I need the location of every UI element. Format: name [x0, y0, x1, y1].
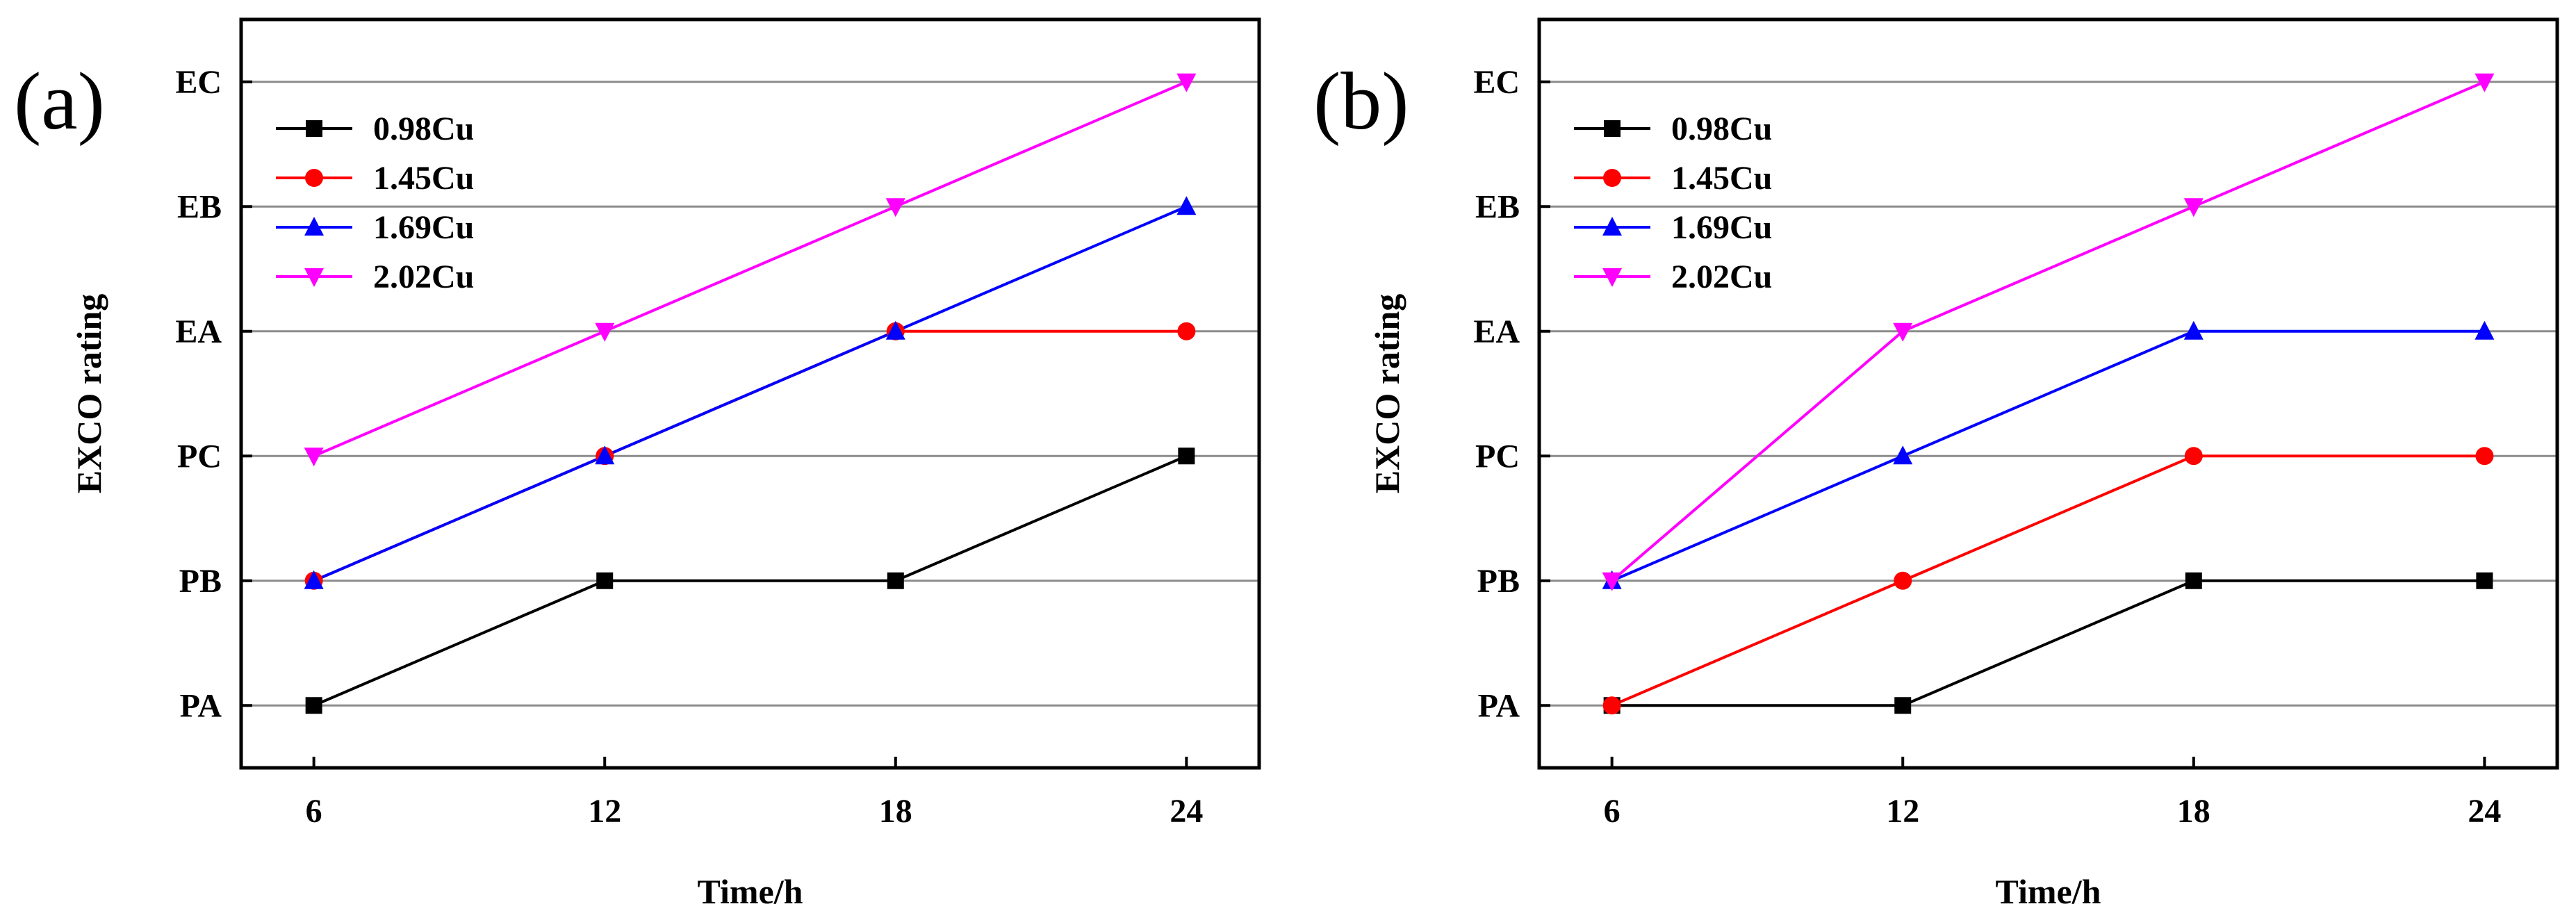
y-tick-label: EC: [175, 64, 222, 101]
panel-a: PA PB PC EA EB EC 6 12 18 24 Time/h EXCO rating (a) 0…: [14, 17, 1261, 911]
data-point-1.45Cu: [2475, 447, 2494, 466]
data-point-1.45Cu: [1894, 571, 1912, 590]
data-point-2.02Cu: [1602, 572, 1622, 591]
data-point-2.02Cu: [2183, 198, 2204, 217]
y-axis-title: EXCO rating: [69, 294, 108, 494]
legend-marker: [1602, 268, 1622, 287]
x-tick-label: 18: [2177, 793, 2210, 830]
data-point-2.02Cu: [2475, 73, 2495, 92]
data-point-1.69Cu: [304, 570, 324, 589]
series-line-1.69Cu: [1611, 329, 2485, 582]
x-tick-label: 24: [1170, 793, 1203, 830]
data-point-2.02Cu: [304, 447, 324, 467]
x-tick-label: 24: [2468, 793, 2501, 830]
data-point-0.98Cu: [2476, 572, 2493, 589]
data-point-0.98Cu: [887, 572, 904, 589]
legend-label: 1.69Cu: [373, 209, 474, 246]
data-point-1.69Cu: [1893, 445, 1913, 465]
series-line-2.02Cu: [1611, 80, 2486, 582]
x-tick-label: 12: [588, 793, 621, 830]
data-point-1.69Cu: [1176, 196, 1197, 215]
plot-frame: [1537, 17, 2559, 770]
legend-marker: [1602, 217, 1622, 236]
plot-frame: [239, 17, 1261, 770]
data-point-0.98Cu: [2185, 572, 2202, 589]
x-axis-title: Time/h: [1996, 872, 2101, 911]
y-tick-label: EB: [177, 188, 222, 225]
data-point-1.69Cu: [595, 445, 615, 465]
series-line-2.02Cu: [313, 80, 1188, 458]
legend-marker: [1604, 120, 1621, 137]
data-point-1.45Cu: [1602, 696, 1621, 715]
data-point-2.02Cu: [595, 322, 615, 342]
legend-label: 0.98Cu: [1671, 110, 1772, 147]
x-tick-label: 6: [1604, 793, 1621, 830]
y-tick-label: PB: [179, 563, 222, 600]
legend-label: 1.69Cu: [1671, 209, 1772, 246]
y-axis-title: EXCO rating: [1368, 294, 1406, 494]
x-tick-label: 6: [306, 793, 322, 830]
y-tick-label: PC: [1475, 438, 1520, 475]
legend-label: 1.45Cu: [373, 160, 474, 197]
legend-marker: [304, 217, 324, 236]
y-tick-label: PC: [177, 438, 222, 475]
data-point-0.98Cu: [1178, 447, 1195, 465]
legend-label: 1.45Cu: [1671, 160, 1772, 197]
data-point-2.02Cu: [1176, 73, 1197, 92]
legend-label: 0.98Cu: [373, 110, 474, 147]
series-line-1.45Cu: [1611, 454, 2485, 707]
y-tick-label: PA: [1478, 687, 1520, 724]
data-point-1.69Cu: [2475, 320, 2495, 340]
legend-marker: [305, 169, 323, 187]
data-point-1.45Cu: [1177, 322, 1196, 340]
y-tick-label: EC: [1473, 64, 1520, 101]
y-tick-label: EA: [175, 313, 222, 350]
data-point-0.98Cu: [596, 572, 614, 589]
x-tick-label: 18: [879, 793, 912, 830]
series-line-0.98Cu: [313, 454, 1188, 707]
legend-marker: [304, 268, 324, 287]
y-tick-label: PA: [180, 687, 222, 724]
panel-label: (a): [14, 56, 105, 147]
x-tick-label: 12: [1886, 793, 1919, 830]
x-axis-title: Time/h: [698, 872, 803, 911]
data-point-2.02Cu: [1893, 322, 1913, 342]
y-tick-label: EA: [1473, 313, 1520, 350]
legend-label: 2.02Cu: [1671, 258, 1772, 295]
data-point-2.02Cu: [885, 198, 905, 217]
data-point-0.98Cu: [305, 697, 322, 714]
legend-label: 2.02Cu: [373, 258, 474, 295]
data-point-1.69Cu: [2183, 320, 2204, 340]
data-point-1.45Cu: [2184, 447, 2203, 466]
data-point-0.98Cu: [1894, 697, 1912, 714]
series-line-1.69Cu: [313, 205, 1188, 582]
y-tick-label: PB: [1477, 563, 1520, 600]
series-line-0.98Cu: [1611, 579, 2485, 707]
panel-b: PA PB PC EA EB EC 6 12 18 24 Time/h EXCO rating (b) 0…: [1313, 17, 2559, 911]
y-tick-label: EB: [1475, 188, 1520, 225]
legend-marker: [1603, 169, 1621, 187]
legend-marker: [306, 120, 322, 137]
panel-label: (b): [1313, 56, 1409, 147]
data-point-1.69Cu: [885, 320, 905, 340]
